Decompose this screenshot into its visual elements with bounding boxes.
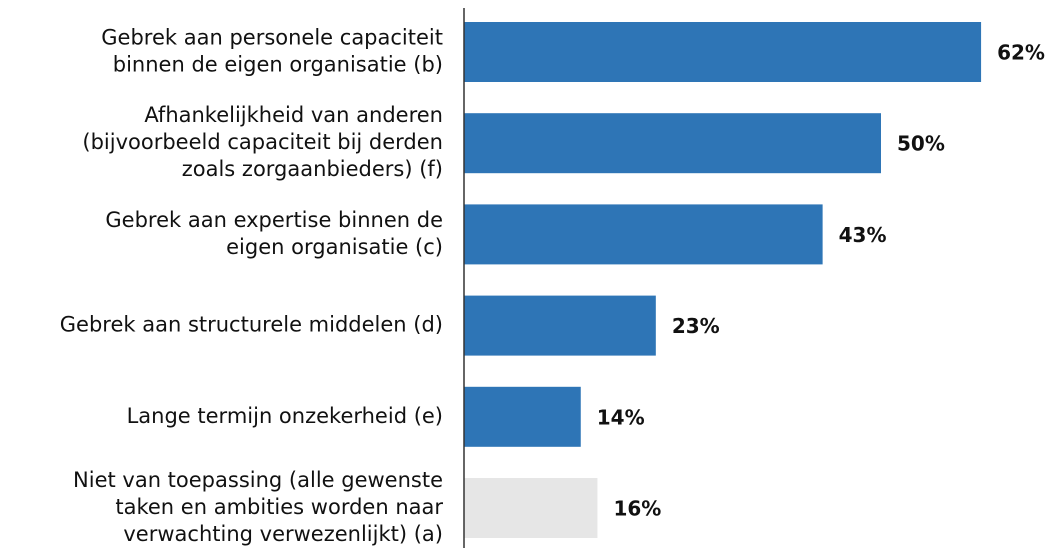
value-label: 43% <box>839 223 887 247</box>
category-label: (bijvoorbeeld capaciteit bij derden <box>82 130 443 154</box>
value-label: 14% <box>597 405 645 429</box>
value-label: 62% <box>997 41 1045 65</box>
category-label: Afhankelijkheid van anderen <box>144 103 443 127</box>
category-label: binnen de eigen organisatie (b) <box>113 53 443 77</box>
bar <box>464 478 598 538</box>
category-label: eigen organisatie (c) <box>226 235 443 259</box>
category-label: Niet van toepassing (alle gewenste <box>73 468 443 492</box>
value-label: 50% <box>897 132 945 156</box>
category-label: Gebrek aan structurele middelen (d) <box>60 313 443 337</box>
category-label: Gebrek aan personele capaciteit <box>101 26 443 50</box>
bar <box>464 113 881 174</box>
category-label: Gebrek aan expertise binnen de <box>105 208 443 232</box>
category-label: zoals zorgaanbieders) (f) <box>182 157 443 181</box>
bar <box>464 22 982 82</box>
bar <box>464 295 656 356</box>
category-label: taken en ambities worden naar <box>115 495 443 519</box>
bar <box>464 386 581 447</box>
category-label: Lange termijn onzekerheid (e) <box>127 404 443 428</box>
category-label: verwachting verwezenlijkt) (a) <box>123 522 443 546</box>
bar <box>464 204 823 265</box>
value-label: 23% <box>672 314 720 338</box>
value-label: 16% <box>613 497 661 521</box>
